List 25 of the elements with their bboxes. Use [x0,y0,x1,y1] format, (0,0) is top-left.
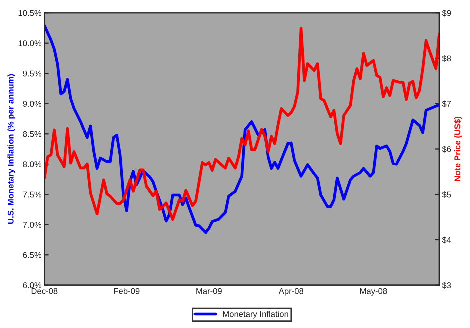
x-tick-label: Feb-09 [114,288,140,294]
y-tick-label: 10.5% [18,10,42,16]
y2-axis-title: Note Price (US$) [454,117,462,182]
y-tick-label: 9.5% [23,70,42,77]
y2-tick-label: $8 [442,55,452,62]
legend-label: Monetary Inflation [223,311,288,319]
y2-tick-label: $6 [442,146,452,153]
y2-tick-label: $5 [442,191,452,198]
y-tick-label: 9.0% [23,101,42,107]
y-tick-label: 6.0% [23,282,42,288]
y2-tick-label: $4 [442,236,452,244]
x-tick-label: Apr-08 [278,288,304,296]
y-tick-label: 8.0% [23,162,42,168]
y-tick-label: 6.5% [23,252,42,258]
y2-tick-label: $9 [442,10,452,17]
y-axis-title: U.S. Monetary Inflation (% per annum) [8,74,16,224]
y2-tick-label: $3 [442,282,452,289]
y2-tick-label: $7 [442,100,452,108]
x-tick-label: Mar-09 [196,288,222,294]
x-tick-label: May-08 [360,288,388,296]
y-tick-label: 7.0% [23,222,42,228]
y-tick-label: 8.5% [23,131,42,138]
y-tick-label: 7.5% [23,192,42,198]
x-tick-label: Dec-08 [32,288,58,294]
y-tick-label: 10.0% [18,40,42,46]
